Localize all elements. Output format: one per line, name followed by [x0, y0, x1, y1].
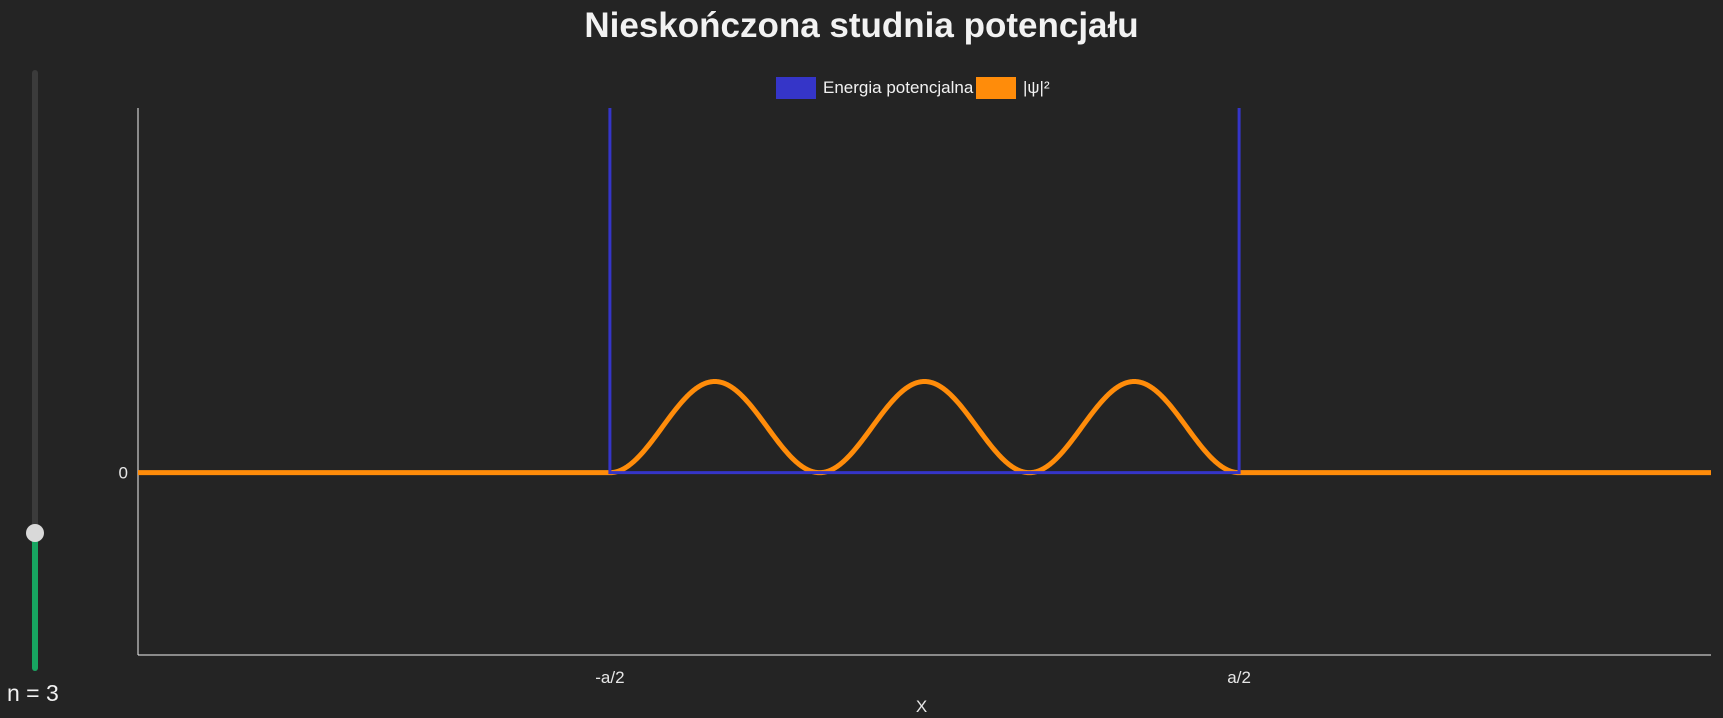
legend-item-potential-label: Energia potencjalna [823, 78, 974, 97]
x-axis-label: X [916, 697, 927, 716]
slider-fill [32, 532, 38, 671]
legend-item-psi-squared-label: |ψ|² [1023, 78, 1050, 97]
legend: Energia potencjalna |ψ|² [776, 77, 1050, 99]
n-value-label: n = 3 [7, 680, 59, 706]
potential-energy-series [608, 108, 1241, 475]
slider-thumb[interactable] [26, 523, 44, 542]
legend-item-psi-squared-swatch [976, 77, 1016, 99]
legend-item-potential-swatch [776, 77, 816, 99]
slider-track[interactable] [32, 70, 38, 671]
x-tick-label: a/2 [1227, 668, 1251, 687]
x-tick-label: -a/2 [595, 668, 624, 687]
y-tick-label: 0 [119, 464, 128, 483]
psi-squared-series [137, 379, 1712, 476]
chart-title: Nieskończona studnia potencjału [584, 6, 1139, 45]
n-slider[interactable] [26, 70, 44, 671]
